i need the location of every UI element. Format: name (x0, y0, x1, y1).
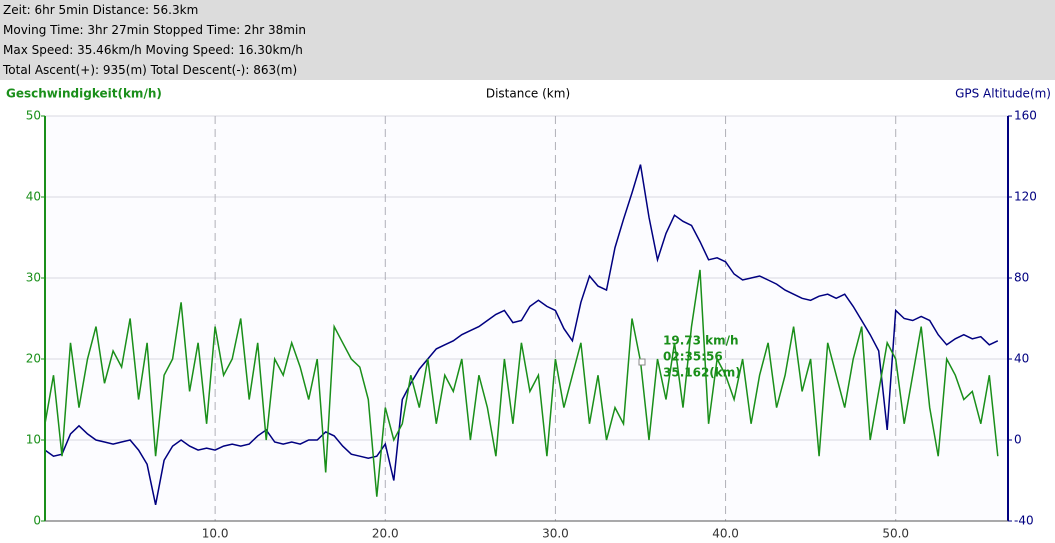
x-tick-label: 50.0 (882, 527, 909, 541)
x-tick-label: 20.0 (372, 527, 399, 541)
line-series (44, 269, 999, 497)
tooltip-text: 35.162(km) (663, 366, 741, 380)
line-series (44, 164, 999, 505)
y-tick-label: 30 (26, 271, 41, 285)
y-axis-title: Geschwindigkeit(km/h) (6, 87, 162, 101)
stat-line: Max Speed: 35.46km/h Moving Speed: 16.30… (3, 43, 303, 57)
y-tick-label: 10 (26, 433, 41, 447)
cursor-marker (638, 358, 646, 366)
y2-tick-label: 40 (1014, 352, 1029, 366)
x-tick-label: 10.0 (202, 527, 229, 541)
x-axis-title: Distance (km) (486, 87, 570, 101)
stat-line: Moving Time: 3hr 27min Stopped Time: 2hr… (3, 23, 306, 37)
stat-line: Total Ascent(+): 935(m) Total Descent(-)… (3, 63, 298, 77)
tooltip-text: 19.73 km/h (663, 334, 739, 348)
y2-tick-label: 160 (1014, 109, 1037, 123)
tooltip-text: 02:35:56 (663, 350, 723, 364)
y-tick-label: 50 (26, 109, 41, 123)
plot-area (45, 116, 1008, 521)
y-tick-label: 0 (33, 514, 41, 528)
y-tick-label: 20 (26, 352, 41, 366)
y2-tick-label: 80 (1014, 271, 1029, 285)
y2-tick-label: 120 (1014, 190, 1037, 204)
x-tick-label: 30.0 (542, 527, 569, 541)
y-tick-label: 40 (26, 190, 41, 204)
y2-tick-label: 0 (1014, 433, 1022, 447)
stat-line: Zeit: 6hr 5min Distance: 56.3km (3, 3, 199, 17)
y2-axis-title: GPS Altitude(m) (955, 87, 1051, 101)
stats-panel: Zeit: 6hr 5min Distance: 56.3km Moving T… (0, 0, 1055, 80)
x-tick-label: 40.0 (712, 527, 739, 541)
y2-tick-label: -40 (1014, 514, 1034, 528)
